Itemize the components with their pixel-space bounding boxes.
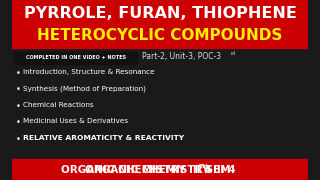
Text: SEM: SEM xyxy=(203,165,231,175)
Text: TH: TH xyxy=(198,164,207,169)
Text: Part-2, Unit-3, POC-3: Part-2, Unit-3, POC-3 xyxy=(141,52,221,61)
Text: •: • xyxy=(16,69,21,78)
Text: ORGANIC CHEMISTRY III 4: ORGANIC CHEMISTRY III 4 xyxy=(85,165,235,175)
Bar xyxy=(12,159,308,180)
Text: Chemical Reactions: Chemical Reactions xyxy=(23,102,93,108)
Text: Synthesis (Method of Preparation): Synthesis (Method of Preparation) xyxy=(23,85,146,92)
Text: ORGANIC CHEMISTRY III 4: ORGANIC CHEMISTRY III 4 xyxy=(61,165,212,175)
Bar xyxy=(12,0,308,48)
Bar xyxy=(14,52,137,64)
Text: Medicinal Uses & Derivatives: Medicinal Uses & Derivatives xyxy=(23,118,128,124)
Text: •: • xyxy=(16,135,21,144)
Text: PYRROLE, FURAN, THIOPHENE: PYRROLE, FURAN, THIOPHENE xyxy=(24,6,296,21)
Text: HETEROCYCLIC COMPOUNDS: HETEROCYCLIC COMPOUNDS xyxy=(37,28,283,43)
Text: rd: rd xyxy=(230,51,235,56)
Text: Introduction, Structure & Resonance: Introduction, Structure & Resonance xyxy=(23,69,154,75)
Text: •: • xyxy=(16,118,21,127)
Text: •: • xyxy=(16,102,21,111)
Text: COMPLETED IN ONE VIDEO + NOTES: COMPLETED IN ONE VIDEO + NOTES xyxy=(26,55,126,60)
Text: •: • xyxy=(16,85,21,94)
Text: RELATIVE AROMATICITY & REACTIVITY: RELATIVE AROMATICITY & REACTIVITY xyxy=(23,135,184,141)
